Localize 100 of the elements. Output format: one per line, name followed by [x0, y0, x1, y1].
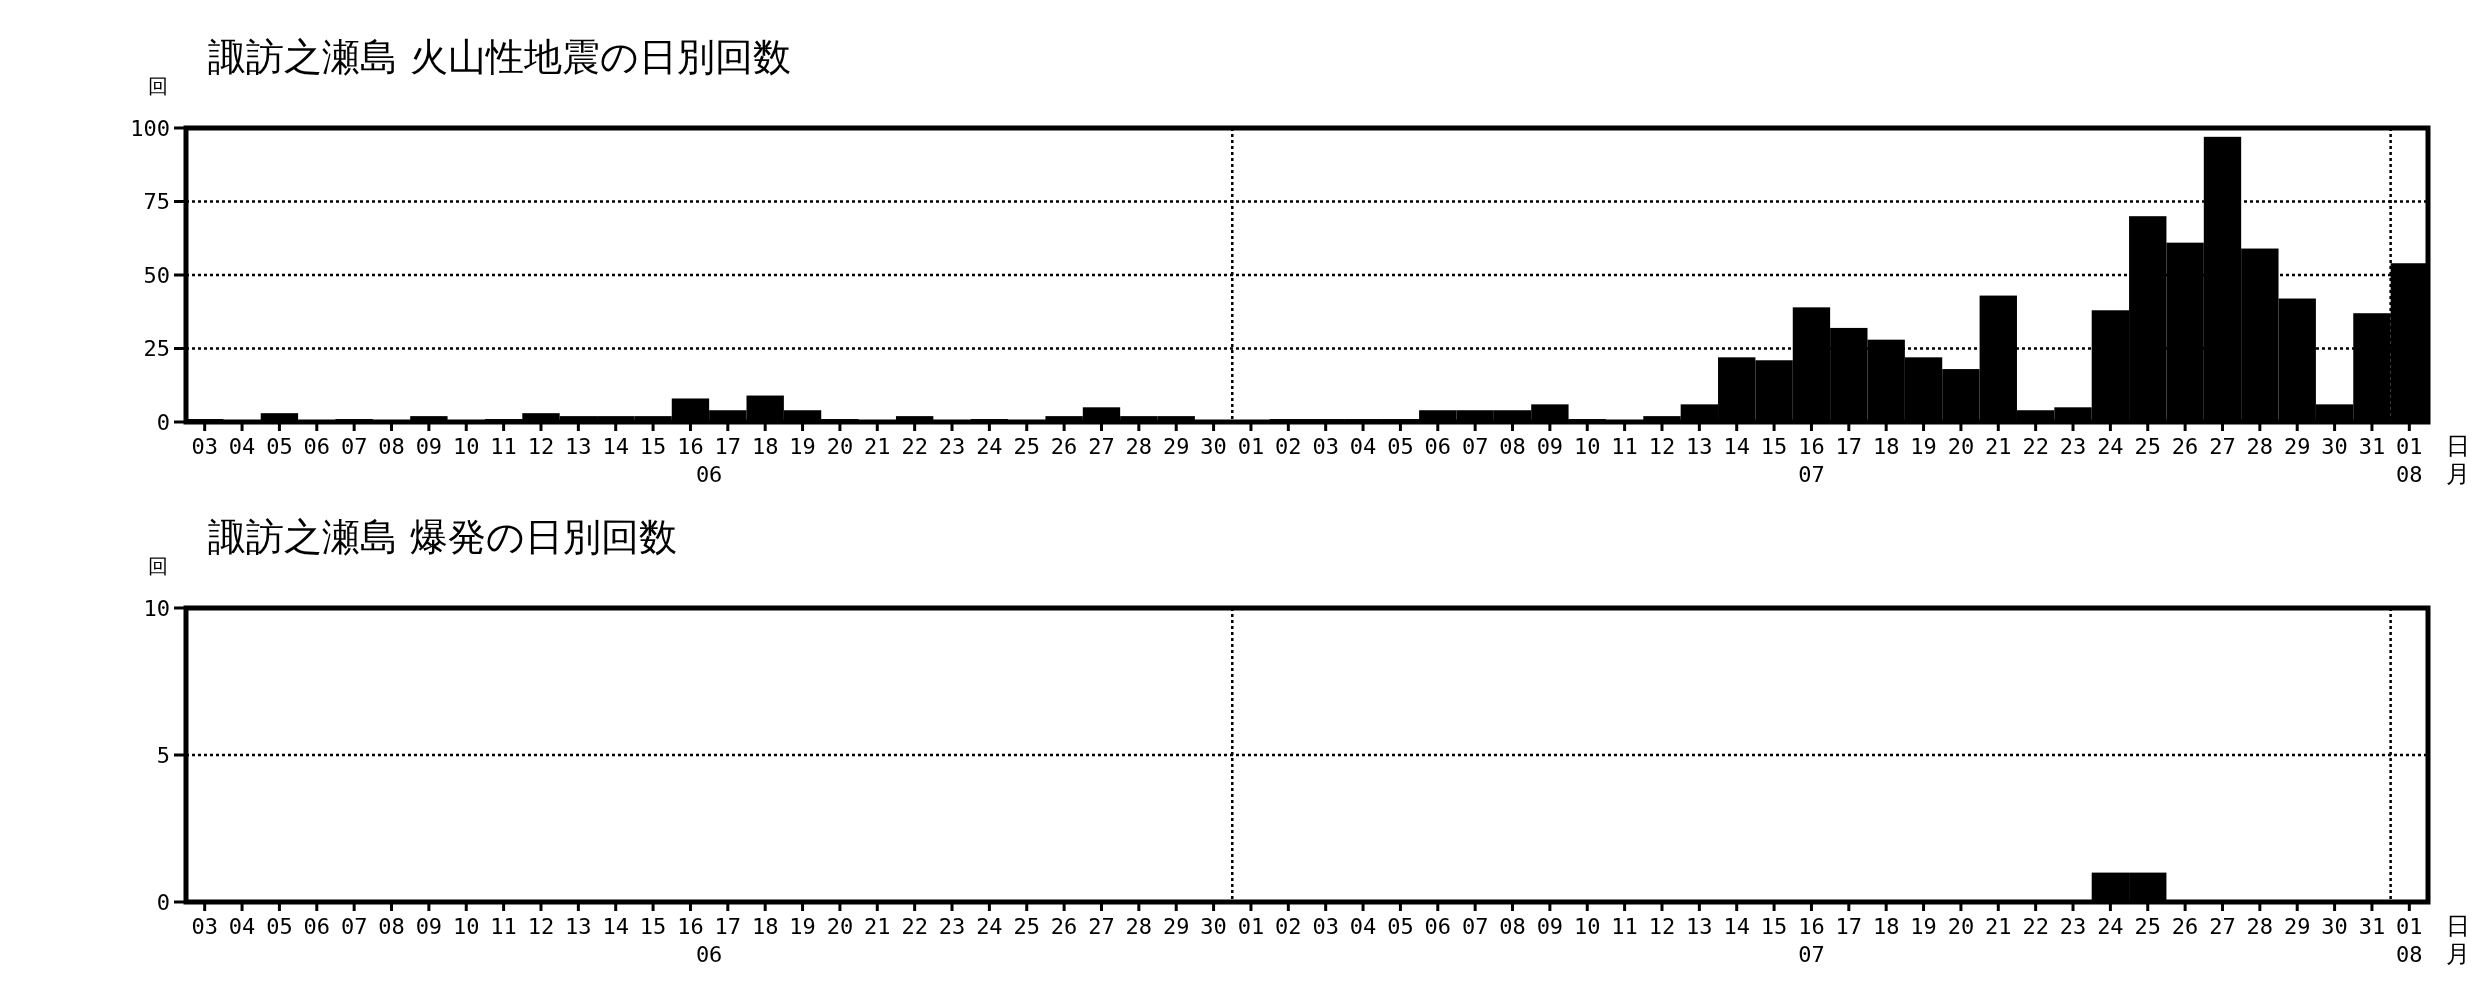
x-tick-label: 20 [826, 434, 854, 459]
x-tick-label: 03 [191, 914, 218, 939]
x-tick-label: 23 [938, 914, 966, 939]
text: 06 [695, 462, 723, 487]
x-tick-label: 29 [1162, 434, 1190, 459]
x-tick-label: 14 [1723, 434, 1750, 459]
x-tick-label: 10 [1574, 434, 1601, 459]
x-tick-label: 16 [1798, 434, 1825, 459]
x-tick-label: 13 [565, 914, 592, 939]
x-tick-label: 01 [1237, 914, 1265, 939]
x-tick-label: 15 [639, 914, 667, 939]
x-tick-label: 07 [340, 914, 368, 939]
x-tick-label: 05 [266, 914, 293, 939]
x-tick-label: 04 [228, 914, 256, 939]
x-tick-label: 19 [1910, 914, 1937, 939]
x-tick-label: 20 [1947, 434, 1975, 459]
x-tick-label: 30 [2321, 914, 2348, 939]
x-tick-label: 28 [2246, 434, 2274, 459]
x-tick-label: 21 [1985, 914, 2012, 939]
x-tick-label: 11 [490, 914, 517, 939]
chart-title: 諏訪之瀬島 火山性地震の日別回数 [208, 35, 792, 79]
x-tick-label: 12 [527, 434, 555, 459]
x-tick-label: 27 [2209, 434, 2236, 459]
x-tick-label: 14 [602, 914, 629, 939]
x-tick-label: 01 [2396, 434, 2423, 459]
x-tick-label: 11 [1611, 434, 1638, 459]
x-tick-label: 17 [1835, 434, 1863, 459]
x-tick-label: 22 [2022, 434, 2049, 459]
x-tick-label: 27 [1088, 434, 1115, 459]
y-tick-label: 0 [156, 409, 170, 435]
x-tick-label: 29 [1162, 914, 1190, 939]
x-tick-label: 25 [1013, 914, 1040, 939]
x-tick-label: 25 [2134, 434, 2161, 459]
x-axis-title: 日月 [2446, 912, 2470, 968]
x-tick-label: 29 [2283, 914, 2311, 939]
x-tick-label: 15 [639, 434, 667, 459]
x-tick-label: 24 [2097, 914, 2124, 939]
x-tick-label: 17 [714, 434, 742, 459]
x-tick-label: 03 [191, 434, 218, 459]
x-tick-label: 22 [2022, 914, 2049, 939]
text: 07 [1798, 942, 1825, 967]
x-tick-label: 25 [2134, 914, 2161, 939]
x-tick-label: 09 [415, 434, 443, 459]
y-axis-title: 回 [148, 554, 168, 578]
x-tick-label: 27 [1088, 914, 1115, 939]
x-tick-label: 20 [826, 914, 854, 939]
x-tick-label: 07 [1461, 434, 1489, 459]
x-tick-label: 14 [1723, 914, 1750, 939]
x-tick-label: 26 [2171, 434, 2199, 459]
x-tick-label: 02 [1275, 914, 1302, 939]
x-tick-label: 10 [453, 914, 480, 939]
x-tick-label: 23 [2059, 434, 2087, 459]
x-tick-label: 16 [677, 914, 704, 939]
x-tick-label: 24 [976, 914, 1003, 939]
x-tick-label: 03 [1312, 434, 1339, 459]
x-tick-label: 16 [1798, 914, 1825, 939]
x-tick-label: 18 [751, 914, 779, 939]
x-tick-label: 04 [228, 434, 256, 459]
x-tick-label: 28 [1125, 434, 1153, 459]
text: 07 [1798, 462, 1825, 487]
x-tick-label: 05 [266, 434, 293, 459]
x-tick-label: 29 [2283, 434, 2311, 459]
x-tick-label: 06 [303, 434, 331, 459]
y-tick-label: 10 [143, 595, 170, 621]
y-tick-label: 75 [143, 189, 170, 215]
x-tick-label: 05 [1387, 434, 1414, 459]
x-tick-label: 19 [789, 434, 816, 459]
x-tick-label: 04 [1349, 434, 1377, 459]
x-tick-label: 24 [976, 434, 1003, 459]
x-tick-label: 20 [1947, 914, 1975, 939]
x-tick-label: 09 [415, 914, 443, 939]
x-tick-label: 02 [1275, 434, 1302, 459]
x-tick-label: 08 [1499, 434, 1526, 459]
x-tick-label: 12 [1648, 434, 1676, 459]
x-tick-label: 21 [1985, 434, 2012, 459]
chart-title: 諏訪之瀬島 爆発の日別回数 [208, 515, 678, 559]
x-tick-label: 09 [1536, 434, 1564, 459]
x-tick-label: 19 [789, 914, 816, 939]
x-tick-label: 09 [1536, 914, 1564, 939]
x-tick-label: 14 [602, 434, 629, 459]
y-axis-title: 回 [148, 74, 168, 98]
x-tick-label: 06 [1424, 434, 1452, 459]
x-tick-label: 25 [1013, 434, 1040, 459]
x-tick-label: 18 [1872, 914, 1900, 939]
x-tick-label: 04 [1349, 914, 1377, 939]
x-tick-label: 06 [1424, 914, 1452, 939]
x-tick-label: 21 [864, 914, 891, 939]
text: 08 [2396, 942, 2423, 967]
x-tick-label: 10 [1574, 914, 1601, 939]
x-tick-label: 27 [2209, 914, 2236, 939]
y-tick-label: 5 [156, 742, 170, 768]
x-tick-label: 30 [1200, 914, 1227, 939]
x-tick-label: 12 [527, 914, 555, 939]
x-tick-label: 17 [714, 914, 742, 939]
x-tick-label: 22 [901, 914, 928, 939]
x-tick-label: 03 [1312, 914, 1339, 939]
x-tick-label: 08 [1499, 914, 1526, 939]
x-tick-label: 18 [1872, 434, 1900, 459]
x-tick-label: 13 [1686, 434, 1713, 459]
x-tick-label: 08 [378, 434, 405, 459]
